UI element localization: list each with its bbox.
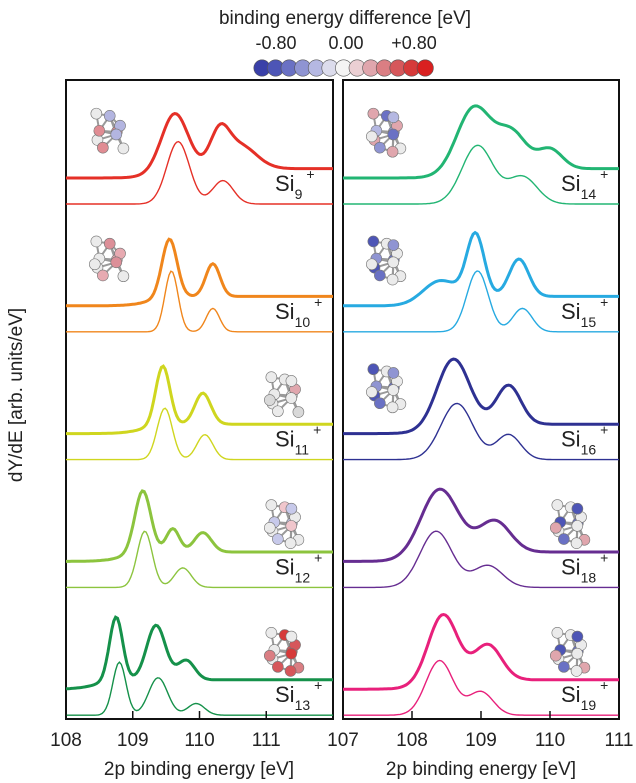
series-experiment-line — [343, 230, 619, 308]
right-panel: Si14+ Si15+ Si16+ Si18+ Si19+ 107 108 109 110 111 — [327, 104, 634, 751]
series-experiment-line — [343, 487, 619, 563]
series-theory-line — [66, 270, 333, 333]
series-label: Si15+ — [561, 294, 608, 330]
cluster-structure-image — [263, 371, 305, 418]
x-tick-label: 108 — [50, 730, 82, 751]
x-tick-label: 107 — [327, 730, 359, 751]
x-tick-label: 110 — [184, 730, 214, 751]
x-tick-label: 111 — [605, 730, 634, 751]
right-x-axis-label: 2p binding energy [eV] — [386, 759, 576, 780]
cluster-structure-image — [263, 499, 305, 549]
cluster-structure-image — [365, 107, 407, 158]
series-theory-line — [66, 407, 333, 461]
series-experiment-line — [66, 489, 333, 563]
series-experiment-line — [343, 104, 619, 180]
series-theory-line — [343, 402, 619, 461]
x-tick-label: 111 — [252, 730, 281, 751]
series-theory-line — [66, 661, 333, 716]
x-tick-label: 109 — [117, 730, 149, 751]
cluster-structure-image — [549, 499, 591, 549]
series-label: Si16+ — [561, 422, 608, 458]
series-experiment-line — [343, 612, 619, 691]
colorbar-tick-label-max: +0.80 — [391, 33, 437, 53]
series-label: Si10+ — [275, 294, 322, 330]
x-tick-label: 108 — [396, 730, 428, 751]
series-label: Si19+ — [561, 677, 608, 713]
series-theory-line — [343, 659, 619, 716]
series-experiment-line — [65, 615, 333, 691]
series-theory-line — [343, 270, 619, 333]
left-x-axis-label: 2p binding energy [eV] — [104, 759, 294, 780]
series-label: Si9+ — [275, 166, 315, 202]
cluster-structure-image — [549, 627, 591, 677]
x-tick-label: 109 — [465, 730, 497, 751]
cluster-structure-image — [365, 235, 407, 286]
series-experiment-line — [343, 357, 619, 436]
series-experiment-line — [66, 112, 333, 180]
series-label: Si18+ — [561, 549, 608, 585]
colorbar-swatch — [416, 59, 434, 77]
series-label: Si13+ — [275, 677, 322, 713]
series-label: Si12+ — [275, 549, 322, 585]
cluster-structure-image — [88, 235, 130, 283]
series-theory-line — [343, 144, 619, 205]
cluster-structure-image — [263, 627, 305, 677]
series-theory-line — [66, 140, 333, 205]
x-tick-label: 110 — [535, 730, 565, 751]
series-experiment-line — [66, 237, 333, 308]
series-label: Si14+ — [561, 166, 608, 202]
colorbar-title: binding energy difference [eV] — [219, 8, 471, 29]
cluster-structure-image — [90, 107, 130, 155]
colorbar — [253, 59, 434, 77]
series-theory-line — [66, 530, 333, 589]
cluster-structure-image — [365, 363, 407, 414]
colorbar-tick-label-min: -0.80 — [255, 33, 296, 53]
series-label: Si11+ — [275, 422, 321, 458]
left-panel: Si9+ Si10+ Si11+ Si12+ Si13+ 108 109 110 111 — [50, 107, 333, 751]
series-experiment-line — [66, 364, 333, 436]
series-theory-line — [343, 530, 619, 589]
y-axis-label: dY/dE [arb. units/eV] — [6, 308, 27, 482]
colorbar-tick-label-zero: 0.00 — [328, 33, 363, 53]
